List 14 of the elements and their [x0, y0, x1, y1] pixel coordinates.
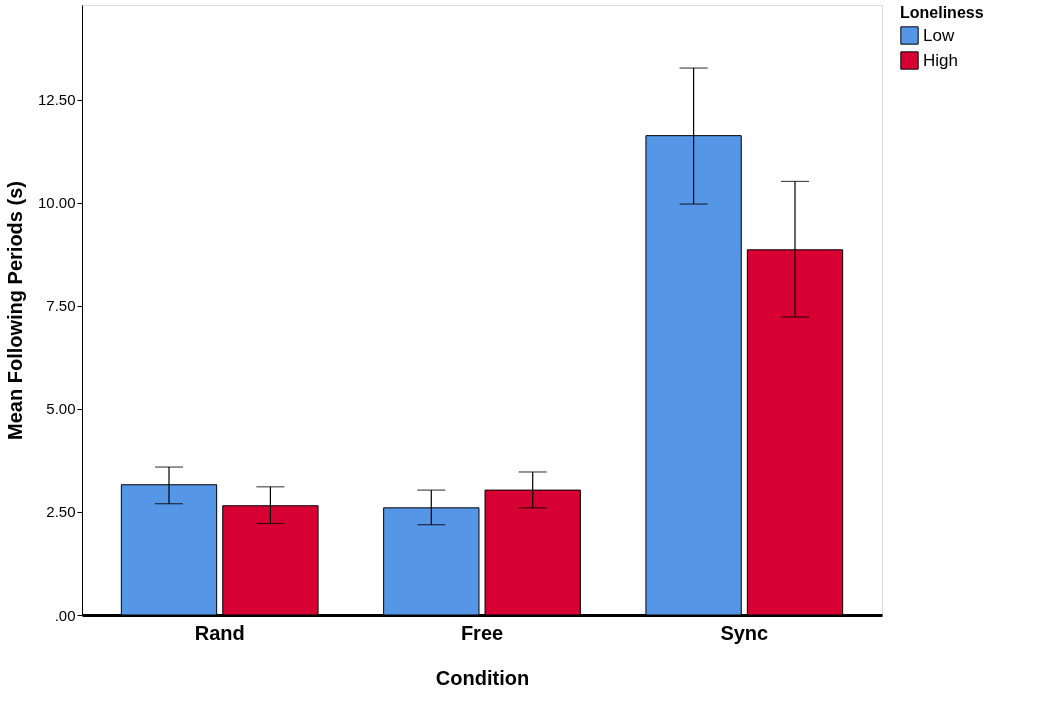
y-tick-label: 12.50 [37, 91, 76, 109]
legend-title: Loneliness [900, 4, 984, 21]
x-axis-title: Condition [435, 666, 530, 689]
y-tick-label: 10.00 [37, 194, 76, 212]
y-tick-label: 2.50 [46, 503, 76, 521]
y-tick-label: 5.00 [46, 400, 76, 418]
legend-label: Low [923, 25, 955, 45]
y-axis-title: Mean Following Periods (s) [3, 181, 26, 440]
x-tick-label: Sync [720, 621, 769, 644]
y-tick-label: 7.50 [46, 297, 76, 315]
x-tick-label: Free [460, 621, 504, 644]
y-tick-label: .00 [54, 606, 76, 624]
legend-label: High [923, 50, 958, 70]
x-tick-label: Rand [194, 621, 245, 644]
